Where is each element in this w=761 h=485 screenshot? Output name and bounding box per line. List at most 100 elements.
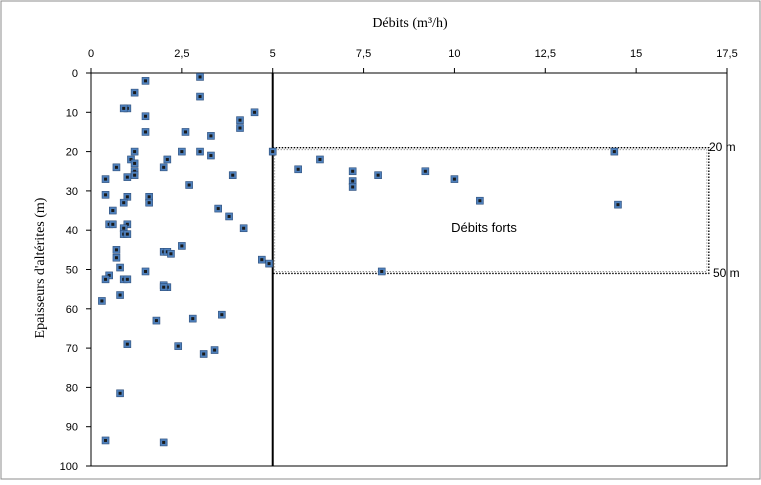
data-point-core [351, 169, 355, 173]
data-point-core [162, 165, 166, 169]
data-point-core [191, 317, 195, 321]
data-point-core [227, 214, 231, 218]
data-point-core [133, 169, 137, 173]
x-tick-label: 17,5 [716, 48, 737, 60]
data-point-core [114, 165, 118, 169]
y-tick-label: 40 [66, 225, 78, 237]
data-point-core [133, 161, 137, 165]
data-point-core [296, 167, 300, 171]
data-point-core [238, 126, 242, 130]
data-point-core [260, 258, 264, 262]
data-point-core [133, 150, 137, 154]
data-point-core [118, 293, 122, 297]
data-point-core [154, 319, 158, 323]
data-point-core [198, 75, 202, 79]
y-tick-label: 60 [66, 304, 78, 316]
data-point-core [220, 313, 224, 317]
data-point-core [104, 177, 108, 181]
data-point-core [122, 226, 126, 230]
data-point-core [111, 222, 115, 226]
data-point-core [122, 201, 126, 205]
data-point-core [104, 193, 108, 197]
data-point-core [176, 344, 180, 348]
data-point-core [169, 252, 173, 256]
data-point-core [202, 352, 206, 356]
data-point-core [452, 177, 456, 181]
y-axis-label: Epaisseurs d'altérites (m) [33, 197, 48, 338]
data-point-core [478, 199, 482, 203]
data-point-core [271, 150, 275, 154]
x-tick-label: 0 [88, 48, 94, 60]
data-point-core [318, 157, 322, 161]
y-tick-label: 50 [66, 265, 78, 277]
x-tick-label: 5 [270, 48, 276, 60]
points-group [98, 73, 622, 447]
data-point-core [423, 169, 427, 173]
data-point-core [107, 273, 111, 277]
data-point-core [242, 226, 246, 230]
data-point-core [129, 157, 133, 161]
data-point-core [267, 262, 271, 266]
data-point-core [125, 342, 129, 346]
data-point-core [198, 95, 202, 99]
data-point-core [376, 173, 380, 177]
data-point-core [187, 183, 191, 187]
data-point-core [180, 244, 184, 248]
y-tick-label: 90 [66, 422, 78, 434]
data-point-core [144, 79, 148, 83]
data-point-core [351, 185, 355, 189]
data-point-core [183, 130, 187, 134]
high-flow-box [272, 147, 710, 275]
data-point-core [125, 222, 129, 226]
data-point-core [209, 134, 213, 138]
data-point-core [125, 195, 129, 199]
data-point-core [216, 207, 220, 211]
data-point-core [122, 106, 126, 110]
y-tick-label: 30 [66, 186, 78, 198]
data-point-core [147, 195, 151, 199]
data-point-core [180, 150, 184, 154]
data-point-core [104, 438, 108, 442]
y-tick-label: 80 [66, 382, 78, 394]
x-tick-label: 7,5 [356, 48, 371, 60]
data-point-core [147, 201, 151, 205]
data-point-core [144, 130, 148, 134]
data-point-core [100, 299, 104, 303]
x-tick-label: 2,5 [174, 48, 189, 60]
data-point-core [162, 285, 166, 289]
data-point-core [198, 150, 202, 154]
data-point-core [238, 118, 242, 122]
data-point-core [133, 173, 137, 177]
data-point-core [231, 173, 235, 177]
data-point-core [133, 91, 137, 95]
data-point-core [125, 277, 129, 281]
annotation-group: Débits forts 20 m 50 m [271, 73, 740, 466]
x-tick-label: 10 [448, 48, 460, 60]
data-point-core [118, 391, 122, 395]
axes-group: 0 2,5 5 7,5 10 12,5 15 17,5 0 10 20 30 40 50 60 70 80 90 1… [60, 48, 738, 473]
label-50m: 50 m [713, 266, 740, 280]
data-point-core [612, 150, 616, 154]
data-point-core [351, 179, 355, 183]
high-flow-box-inner [274, 149, 708, 272]
y-tick-label: 70 [66, 343, 78, 355]
data-point-core [144, 269, 148, 273]
chart-title: Débits (m³/h) [372, 16, 448, 31]
x-tick-label: 15 [630, 48, 642, 60]
data-point-core [616, 203, 620, 207]
data-point-core [104, 277, 108, 281]
data-point-core [114, 248, 118, 252]
y-tick-label: 100 [60, 461, 78, 473]
data-point-core [114, 256, 118, 260]
label-20m: 20 m [709, 140, 736, 154]
data-point-core [125, 175, 129, 179]
data-point-core [118, 266, 122, 270]
y-tick-label: 10 [66, 107, 78, 119]
box-label: Débits forts [451, 220, 517, 235]
data-point-core [380, 269, 384, 273]
data-point-core [111, 209, 115, 213]
data-point-core [125, 232, 129, 236]
